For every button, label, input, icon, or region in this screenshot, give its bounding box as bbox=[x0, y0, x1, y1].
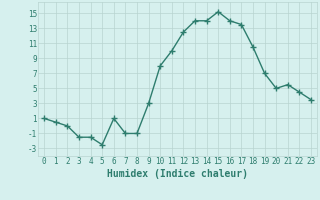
X-axis label: Humidex (Indice chaleur): Humidex (Indice chaleur) bbox=[107, 169, 248, 179]
